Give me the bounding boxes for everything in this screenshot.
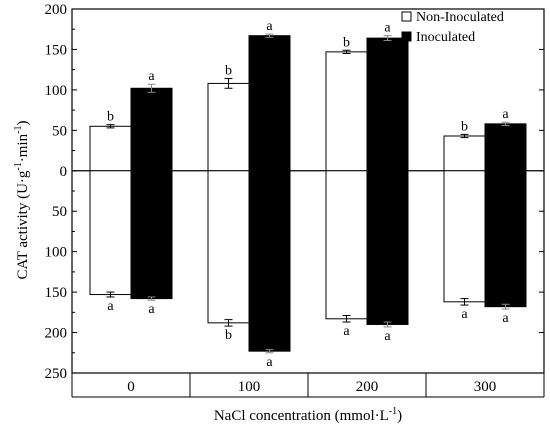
y-tick-label: 150 [45, 285, 68, 301]
error-bar-non-inoculated-upper-0 [106, 124, 115, 129]
sig-letter-inoculated-lower-100: a [266, 355, 273, 370]
x-tick-label-0: 0 [127, 379, 135, 395]
sig-letter-non-inoculated-upper-100: b [225, 64, 232, 79]
bar-non-inoculated-upper-200 [325, 51, 368, 172]
x-tick-label-300: 300 [474, 379, 497, 395]
bars: b a b b b a b a a a a a a a a a [89, 19, 527, 370]
error-bar-inoculated-lower-300 [501, 303, 510, 310]
error-bar-non-inoculated-lower-200 [342, 315, 351, 323]
y-tick-label: 100 [45, 245, 68, 261]
y-axis-title: CAT activity (U·g-1·min-1) [13, 121, 31, 280]
sig-letter-non-inoculated-lower-200: a [343, 324, 350, 339]
error-bar-inoculated-lower-200 [383, 321, 392, 328]
y-tick-label: 150 [45, 42, 68, 58]
sig-letter-inoculated-upper-0: a [148, 69, 155, 84]
x-tick-label-100: 100 [238, 379, 261, 395]
sig-letter-non-inoculated-upper-300: b [461, 119, 468, 134]
bar-inoculated-lower-100 [248, 170, 291, 352]
sig-letter-inoculated-upper-300: a [502, 107, 509, 122]
error-bar-inoculated-upper-0 [147, 83, 156, 93]
sig-letter-non-inoculated-lower-300: a [461, 307, 468, 322]
error-bar-inoculated-upper-200 [383, 35, 392, 42]
bar-non-inoculated-upper-100 [207, 82, 250, 172]
bar-inoculated-upper-200 [366, 37, 409, 172]
sig-letter-inoculated-upper-100: a [266, 19, 273, 34]
x-axis-title: NaCl concentration (mmol·L-1) [214, 406, 402, 424]
legend-swatch-non-inoculated [401, 11, 412, 22]
bar-inoculated-lower-200 [366, 170, 409, 325]
legend-swatch-inoculated [401, 31, 412, 42]
sig-letter-non-inoculated-lower-100: b [225, 328, 232, 343]
y-tick-label: 0 [60, 164, 68, 180]
sig-letter-non-inoculated-upper-0: b [107, 110, 114, 125]
bar-inoculated-upper-300 [484, 123, 527, 172]
error-bar-inoculated-upper-100 [265, 33, 274, 38]
sig-letter-inoculated-lower-0: a [148, 302, 155, 317]
sig-letter-inoculated-lower-200: a [384, 329, 391, 344]
bar-non-inoculated-lower-300 [443, 170, 486, 303]
legend-label-non-inoculated: Non-Inoculated [416, 10, 504, 25]
bar-non-inoculated-upper-300 [443, 135, 486, 172]
bar-inoculated-upper-100 [248, 35, 291, 172]
error-bar-non-inoculated-lower-300 [460, 298, 469, 306]
error-bar-non-inoculated-upper-200 [342, 49, 351, 54]
error-bar-non-inoculated-lower-0 [106, 291, 115, 298]
y-tick-label: 250 [45, 366, 68, 382]
y-tick-label: 200 [45, 326, 68, 342]
bar-non-inoculated-upper-0 [89, 125, 132, 172]
y-tick-label: 50 [52, 204, 67, 220]
y-tick-label: 50 [52, 123, 67, 139]
error-bar-inoculated-upper-300 [501, 121, 510, 126]
bar-non-inoculated-lower-100 [207, 170, 250, 324]
error-bar-non-inoculated-upper-100 [224, 78, 233, 89]
bar-inoculated-lower-0 [130, 170, 173, 300]
error-bar-non-inoculated-lower-100 [224, 319, 233, 327]
bar-non-inoculated-lower-200 [325, 170, 368, 320]
sig-letter-non-inoculated-lower-0: a [107, 299, 114, 314]
legend: Non-Inoculated Inoculated [401, 10, 504, 45]
axes: 200 150 100 50 0 50 100 150 200 250 0 100 200 300 [45, 2, 545, 398]
sig-letter-inoculated-upper-200: a [384, 21, 391, 36]
y-tick-label: 200 [45, 2, 68, 18]
x-tick-label-200: 200 [356, 379, 379, 395]
bar-inoculated-upper-0 [130, 87, 173, 172]
sig-letter-inoculated-lower-300: a [502, 311, 509, 326]
bar-non-inoculated-lower-0 [89, 170, 132, 296]
sig-letter-non-inoculated-upper-200: b [343, 35, 350, 50]
bar-inoculated-lower-300 [484, 170, 527, 308]
error-bar-inoculated-lower-100 [265, 349, 274, 354]
error-bar-inoculated-lower-0 [147, 296, 156, 301]
legend-label-inoculated: Inoculated [416, 30, 475, 45]
y-tick-label: 100 [45, 83, 68, 99]
error-bar-non-inoculated-upper-300 [460, 133, 469, 139]
